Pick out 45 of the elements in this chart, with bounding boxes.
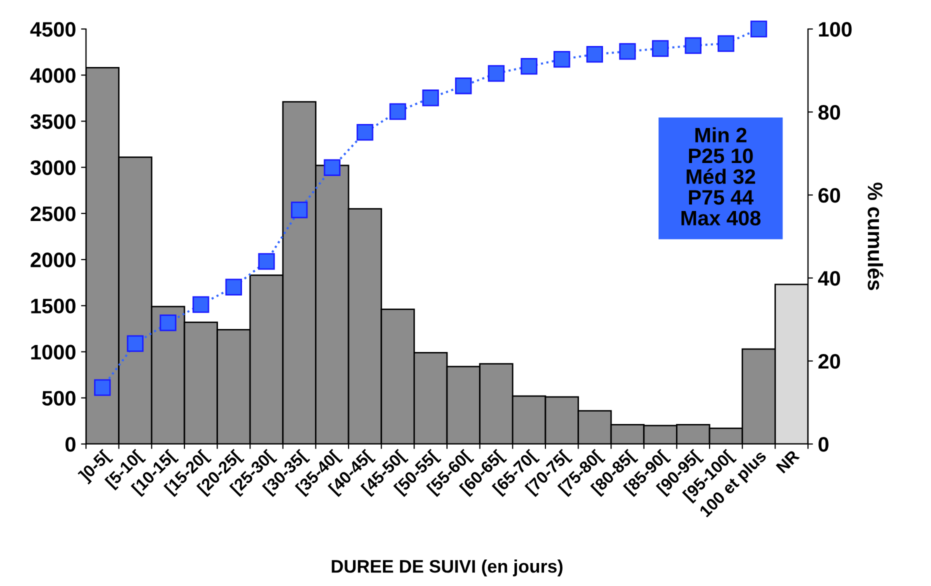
point [750, 20, 768, 38]
y-tick-label: 4500 [30, 22, 76, 37]
y2-tick-label: 40 [818, 271, 840, 286]
y2-tick-label: 60 [818, 188, 840, 203]
y2-axis-title: % cumulés [868, 182, 884, 290]
point [389, 103, 406, 120]
point [192, 296, 210, 313]
y-tick-label: 4000 [30, 68, 76, 83]
y-tick-label: 0 [66, 437, 76, 452]
y2-tick-label: 20 [818, 354, 840, 369]
point [520, 58, 538, 75]
x-axis-title: DUREE DE SUIVI (en jours) [332, 560, 562, 576]
point [356, 124, 374, 141]
point [684, 37, 702, 54]
point [455, 78, 472, 94]
y2-tick-label: 80 [818, 105, 840, 120]
point [324, 159, 340, 176]
y-tick-label: 1000 [31, 344, 76, 360]
point [258, 253, 275, 270]
x-tick-label: NR [776, 449, 800, 474]
annotation: Méd 32 [686, 168, 756, 184]
annotation: Min 2 [695, 127, 746, 142]
y2-tick-label: 100 [819, 22, 852, 37]
point [94, 379, 111, 396]
point [422, 90, 439, 106]
y2-tick-label: 0 [818, 437, 828, 452]
point [160, 314, 176, 332]
point [126, 335, 144, 352]
annotation: P25 10 [689, 148, 753, 164]
y-tick-label: 2500 [30, 206, 76, 222]
y-tick-label: 1500 [31, 298, 76, 314]
y-tick-label: 3000 [30, 160, 76, 176]
y-tick-label: 500 [42, 390, 76, 406]
point [290, 202, 308, 218]
y-tick-label: 3500 [30, 114, 76, 130]
annotation: Max 408 [681, 210, 761, 226]
annotation: P75 44 [689, 190, 754, 205]
point [619, 43, 636, 60]
point [718, 35, 734, 52]
point [652, 40, 669, 57]
y-tick-label: 2000 [30, 252, 76, 268]
point [554, 50, 570, 68]
point [225, 278, 242, 296]
point [586, 46, 604, 63]
point [488, 65, 505, 82]
